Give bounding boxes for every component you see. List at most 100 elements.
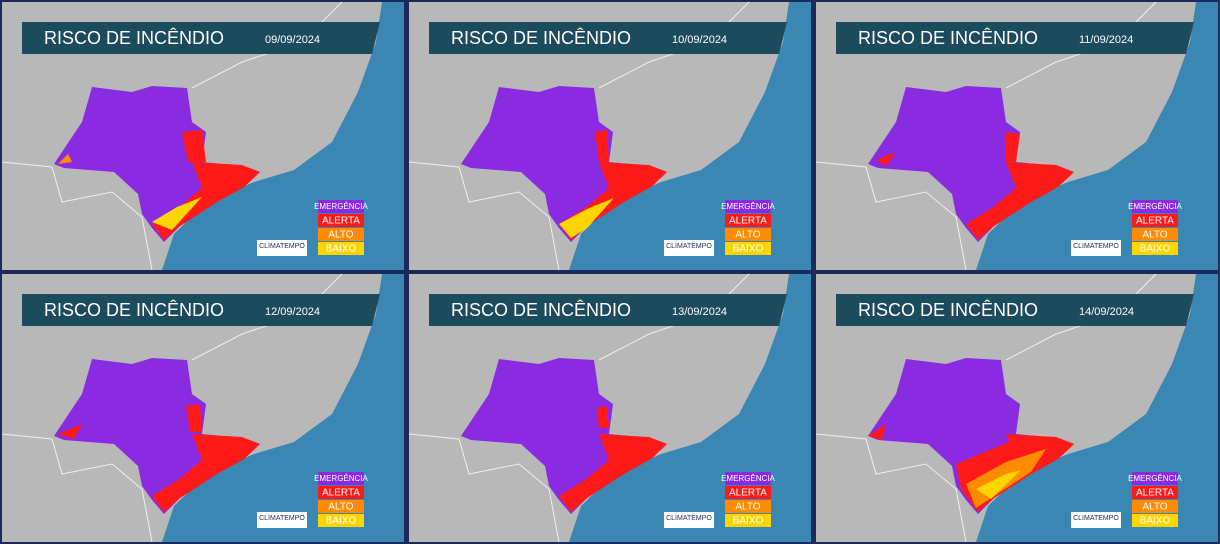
- logo-box: [257, 240, 307, 256]
- logo: CLIMATEMPO: [1073, 515, 1119, 522]
- legend-swatch: [1132, 200, 1178, 213]
- risk-area: [58, 154, 72, 164]
- legend-swatch: [318, 486, 364, 499]
- panel-title: RISCO DE INCÊNDIO: [44, 28, 224, 48]
- border-lines: [815, 433, 967, 543]
- risk-area: [1006, 132, 1020, 162]
- logo-box: [257, 512, 307, 528]
- risk-alert: [966, 162, 1074, 240]
- border-lines: [408, 161, 560, 271]
- legend-swatch: [1132, 472, 1178, 485]
- legend-swatch: [318, 514, 364, 527]
- logo: CLIMATEMPO: [259, 243, 305, 250]
- panel-date: 13/09/2024: [672, 306, 727, 318]
- legend-swatch: [1132, 486, 1178, 499]
- legend-label: ALTO: [1142, 230, 1167, 241]
- legend-swatch: [725, 514, 771, 527]
- logo-box: [664, 512, 714, 528]
- risk-area: [876, 152, 896, 166]
- legend-swatch: [1132, 228, 1178, 241]
- logo: CLIMATEMPO: [259, 515, 305, 522]
- legend-label: ALTO: [1142, 502, 1167, 513]
- panel-title: RISCO DE INCÊNDIO: [451, 300, 631, 320]
- legend-swatch: [318, 472, 364, 485]
- legend-swatch: [725, 486, 771, 499]
- legend-swatch: [725, 200, 771, 213]
- legend-swatch: [1132, 514, 1178, 527]
- risk-area: [595, 130, 609, 162]
- panel-date: 14/09/2024: [1079, 306, 1134, 318]
- risk-area: [559, 198, 614, 238]
- panel-title: RISCO DE INCÊNDIO: [858, 28, 1038, 48]
- risk-area: [58, 424, 82, 439]
- legend-swatch: [1132, 500, 1178, 513]
- map-panel: RISCO DE INCÊNDIO 13/09/2024 EMERGÊNCIA ALE…: [408, 273, 811, 543]
- header-banner: [836, 22, 1194, 54]
- legend-label: ALERTA: [322, 488, 360, 499]
- legend-label: BAIXO: [733, 244, 764, 255]
- panel-title: RISCO DE INCÊNDIO: [858, 300, 1038, 320]
- border-lines: [1, 433, 153, 543]
- legend-label: EMERGÊNCIA: [721, 202, 775, 211]
- risk-area: [868, 424, 886, 440]
- legend-swatch: [725, 472, 771, 485]
- legend-label: EMERGÊNCIA: [314, 202, 368, 211]
- legend-label: ALERTA: [322, 216, 360, 227]
- panel-title: RISCO DE INCÊNDIO: [44, 300, 224, 320]
- risk-alert: [559, 434, 667, 512]
- map-panel: RISCO DE INCÊNDIO 12/09/2024 EMERGÊNCIA ALE…: [1, 273, 404, 543]
- legend-label: ALTO: [328, 502, 353, 513]
- header-banner: [429, 22, 787, 54]
- legend-label: BAIXO: [733, 516, 764, 527]
- legend-label: BAIXO: [1140, 516, 1171, 527]
- panel-date: 10/09/2024: [672, 34, 727, 46]
- legend-swatch: [318, 228, 364, 241]
- legend-swatch: [1132, 214, 1178, 227]
- risk-area: [597, 406, 609, 428]
- logo-box: [1071, 512, 1121, 528]
- logo: CLIMATEMPO: [1073, 243, 1119, 250]
- logo-box: [664, 240, 714, 256]
- legend-swatch: [318, 242, 364, 255]
- legend-label: EMERGÊNCIA: [314, 474, 368, 483]
- border-lines: [1, 161, 153, 271]
- legend-swatch: [318, 500, 364, 513]
- legend-swatch: [725, 228, 771, 241]
- map-panel: RISCO DE INCÊNDIO 11/09/2024 EMERGÊNCIA ALE…: [815, 1, 1218, 271]
- legend-label: ALERTA: [1136, 216, 1174, 227]
- legend-label: EMERGÊNCIA: [1128, 202, 1182, 211]
- logo: CLIMATEMPO: [666, 515, 712, 522]
- logo: CLIMATEMPO: [666, 243, 712, 250]
- legend-label: EMERGÊNCIA: [721, 474, 775, 483]
- panel-title: RISCO DE INCÊNDIO: [451, 28, 631, 48]
- legend-swatch: [318, 200, 364, 213]
- risk-area: [152, 197, 202, 230]
- legend-label: ALERTA: [729, 216, 767, 227]
- panel-date: 09/09/2024: [265, 34, 320, 46]
- legend-label: BAIXO: [326, 244, 357, 255]
- legend-swatch: [725, 500, 771, 513]
- legend-label: EMERGÊNCIA: [1128, 474, 1182, 483]
- map-panel: RISCO DE INCÊNDIO 09/09/2024 EMERGÊNCIA ALE…: [1, 1, 404, 271]
- header-banner: [836, 294, 1194, 326]
- header-banner: [22, 294, 380, 326]
- border-lines: [815, 161, 967, 271]
- legend-label: ALERTA: [729, 488, 767, 499]
- legend-swatch: [725, 214, 771, 227]
- logo-box: [1071, 240, 1121, 256]
- header-banner: [429, 294, 787, 326]
- header-banner: [22, 22, 380, 54]
- legend-swatch: [1132, 242, 1178, 255]
- risk-alert: [152, 434, 260, 512]
- legend-label: ALTO: [735, 230, 760, 241]
- panel-date: 12/09/2024: [265, 306, 320, 318]
- risk-area: [186, 404, 202, 432]
- legend-label: ALTO: [735, 502, 760, 513]
- panel-date: 11/09/2024: [1079, 34, 1133, 46]
- legend-swatch: [318, 214, 364, 227]
- risk-area: [976, 470, 1021, 499]
- legend-label: ALERTA: [1136, 488, 1174, 499]
- map-panel: RISCO DE INCÊNDIO 10/09/2024 EMERGÊNCIA ALE…: [408, 1, 811, 271]
